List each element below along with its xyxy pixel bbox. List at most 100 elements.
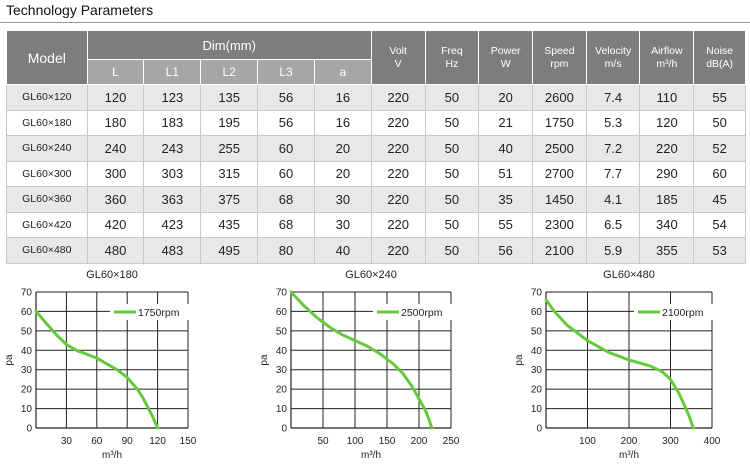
cell-speed: 2300: [532, 211, 587, 238]
cell-power: 21: [478, 109, 534, 136]
cell-power: 20: [478, 84, 534, 111]
cell-noise: 60: [693, 160, 746, 187]
cell-velocity: 5.9: [585, 237, 641, 264]
cell-volt: 220: [370, 237, 426, 264]
cell-l1: 123: [143, 84, 202, 111]
cell-velocity: 6.5: [585, 211, 641, 238]
header-freq-label: Freq: [441, 44, 463, 57]
cell-speed: 2100: [532, 237, 587, 264]
cell-power: 35: [478, 186, 534, 213]
cell-l: 120: [86, 84, 145, 111]
y-tick-label: 30: [276, 365, 288, 376]
header-dim-l: L: [86, 59, 145, 85]
cell-freq: 50: [424, 160, 480, 187]
cell-l1: 303: [143, 160, 202, 187]
cell-l: 420: [86, 211, 145, 238]
legend-background: [373, 304, 453, 320]
cell-volt: 220: [370, 211, 426, 238]
y-tick-label: 30: [531, 365, 543, 376]
cell-freq: 50: [424, 186, 480, 213]
cell-airflow: 120: [639, 109, 695, 136]
chart-title: GL60×240: [345, 269, 397, 281]
header-volt-label: Volt: [389, 44, 407, 57]
header-dim-l2: L2: [200, 59, 259, 85]
cell-a: 40: [313, 237, 372, 264]
header-airflow: Airflow m³/h: [639, 30, 695, 85]
series-line-2500rpm: [289, 290, 434, 430]
y-tick-label: 50: [276, 326, 288, 337]
cell-l2: 255: [200, 135, 259, 162]
cell-l2: 495: [200, 237, 259, 264]
cell-l3: 68: [257, 186, 315, 213]
cell-l1: 423: [143, 211, 202, 238]
cell-airflow: 185: [639, 186, 695, 213]
header-noise-unit: dB(A): [706, 57, 734, 70]
cell-l: 360: [86, 186, 145, 213]
page-title: Technology Parameters: [6, 2, 154, 18]
y-tick-label: 0: [281, 424, 287, 435]
y-tick-label: 20: [276, 385, 288, 396]
x-tick-label: 150: [379, 436, 396, 447]
series-line-1750rpm: [34, 309, 160, 430]
legend-label: 2500rpm: [401, 307, 443, 319]
y-tick-label: 10: [531, 404, 543, 415]
header-dim-l1: L1: [143, 59, 202, 85]
table-row: GL60×480 480 483 495 80 40 220 50 56 2100 5.9 355 53: [6, 237, 746, 264]
y-tick-label: 40: [531, 346, 543, 357]
y-tick-label: 10: [21, 404, 33, 415]
cell-l1: 183: [143, 109, 202, 136]
cell-l2: 315: [200, 160, 259, 187]
cell-power: 40: [478, 135, 534, 162]
cell-velocity: 4.1: [585, 186, 641, 213]
header-velocity: Velocity m/s: [585, 30, 641, 85]
header-speed-label: Speed: [544, 44, 575, 57]
cell-velocity: 7.7: [585, 160, 641, 187]
x-tick-label: 400: [704, 436, 721, 447]
header-model: Model: [6, 30, 88, 85]
header-speed-unit: rpm: [550, 57, 569, 70]
x-tick-label: 100: [347, 436, 364, 447]
cell-freq: 50: [424, 237, 480, 264]
cell-freq: 50: [424, 109, 480, 136]
y-tick-label: 20: [21, 385, 33, 396]
x-tick-label: 60: [91, 436, 103, 447]
cell-airflow: 290: [639, 160, 695, 187]
cell-airflow: 220: [639, 135, 695, 162]
cell-l3: 56: [257, 84, 315, 111]
cell-volt: 220: [370, 109, 426, 136]
cell-velocity: 7.4: [585, 84, 641, 111]
y-tick-label: 60: [276, 307, 288, 318]
y-tick-label: 0: [26, 424, 32, 435]
cell-airflow: 340: [639, 211, 695, 238]
header-velocity-unit: m/s: [604, 57, 622, 70]
cell-noise: 53: [693, 237, 746, 264]
x-tick-label: 300: [662, 436, 679, 447]
cell-l2: 435: [200, 211, 259, 238]
y-tick-label: 60: [21, 307, 33, 318]
header-noise: Noise dB(A): [693, 30, 746, 85]
y-axis-label: pa: [514, 354, 525, 366]
y-tick-label: 40: [276, 346, 288, 357]
header-power-unit: W: [500, 57, 511, 70]
cell-l1: 243: [143, 135, 202, 162]
cell-speed: 2600: [532, 84, 587, 111]
cell-velocity: 5.3: [585, 109, 641, 136]
header-volt: Volt V: [370, 30, 426, 85]
cell-model: GL60×180: [6, 109, 88, 136]
cell-a: 30: [313, 211, 372, 238]
parameters-table: Model Dim(mm) Volt V Freq Hz Power W Speed r…: [6, 30, 746, 264]
table-row: GL60×300 300 303 315 60 20 220 50 51 2700 7.7 290 60: [6, 160, 746, 187]
cell-l1: 363: [143, 186, 202, 213]
header-freq: Freq Hz: [424, 30, 480, 85]
cell-airflow: 110: [639, 84, 695, 111]
header-speed: Speed rpm: [532, 30, 587, 85]
cell-freq: 50: [424, 84, 480, 111]
cell-speed: 2700: [532, 160, 587, 187]
cell-model: GL60×120: [6, 84, 88, 111]
chart-title: GL60×180: [86, 269, 138, 281]
series-line-2100rpm: [544, 298, 695, 430]
x-axis-label: m³/h: [619, 450, 639, 461]
cell-l: 300: [86, 160, 145, 187]
cell-volt: 220: [370, 160, 426, 187]
cell-a: 16: [313, 109, 372, 136]
